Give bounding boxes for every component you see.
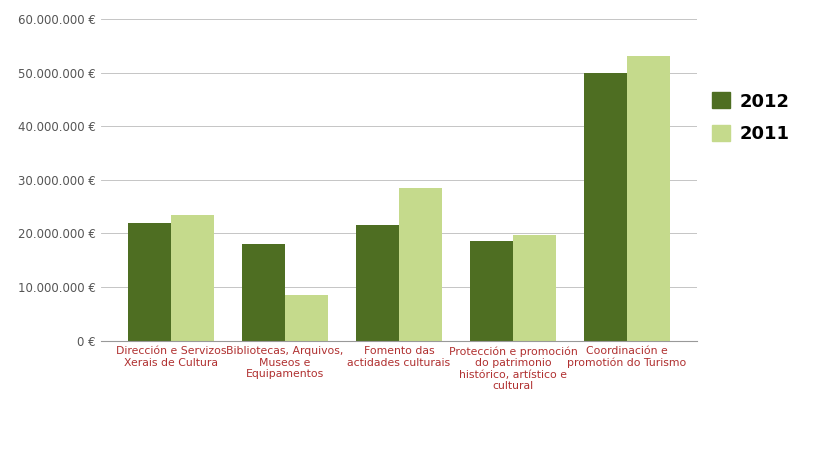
Bar — [355, 225, 399, 341]
Bar — [128, 223, 171, 341]
Bar — [242, 244, 285, 341]
Bar — [513, 235, 556, 341]
Bar — [470, 241, 513, 341]
Legend: 2012, 2011: 2012, 2011 — [712, 92, 790, 143]
Bar — [399, 188, 443, 341]
Bar — [627, 56, 670, 341]
Bar — [171, 215, 214, 341]
Bar — [584, 72, 627, 341]
Bar — [285, 295, 328, 341]
